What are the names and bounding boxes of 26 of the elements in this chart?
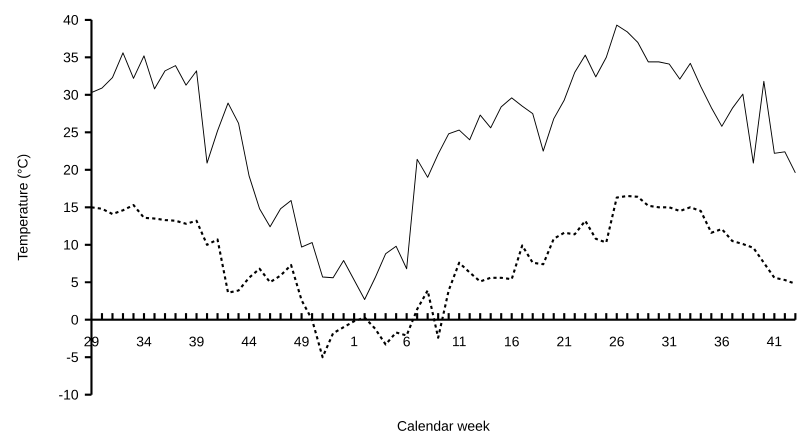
y-tick-label: 5 xyxy=(71,277,78,287)
x-tick-label: 49 xyxy=(294,336,309,346)
y-tick-label: 35 xyxy=(64,52,78,62)
x-tick-label: 41 xyxy=(766,336,782,346)
x-tick-label: 34 xyxy=(136,336,152,346)
y-tick-label: -10 xyxy=(59,390,78,400)
x-tick-label: 21 xyxy=(557,336,572,346)
x-tick-label: 36 xyxy=(714,336,729,346)
x-tick-label: 1 xyxy=(351,336,358,346)
x-tick-label: 31 xyxy=(662,336,676,346)
y-tick-label: 10 xyxy=(64,240,78,250)
x-tick-label: 39 xyxy=(189,336,204,346)
x-tick-label: 6 xyxy=(403,336,410,346)
y-tick-label: 30 xyxy=(64,90,78,100)
x-tick-label: 16 xyxy=(505,336,519,346)
y-axis-title: Temperature (°C) xyxy=(17,154,30,260)
y-tick-label: 15 xyxy=(64,202,78,212)
x-tick-label: 11 xyxy=(453,336,466,346)
y-tick-label: 40 xyxy=(63,14,78,25)
x-axis-title: Calendar week xyxy=(398,420,490,431)
y-tick-label: -5 xyxy=(66,352,78,362)
y-tick-label: 25 xyxy=(64,127,78,138)
y-tick-label: 0 xyxy=(71,314,78,324)
y-tick-label: 20 xyxy=(64,164,78,175)
x-tick-label: 26 xyxy=(610,336,624,346)
x-tick-label: 44 xyxy=(242,336,256,346)
